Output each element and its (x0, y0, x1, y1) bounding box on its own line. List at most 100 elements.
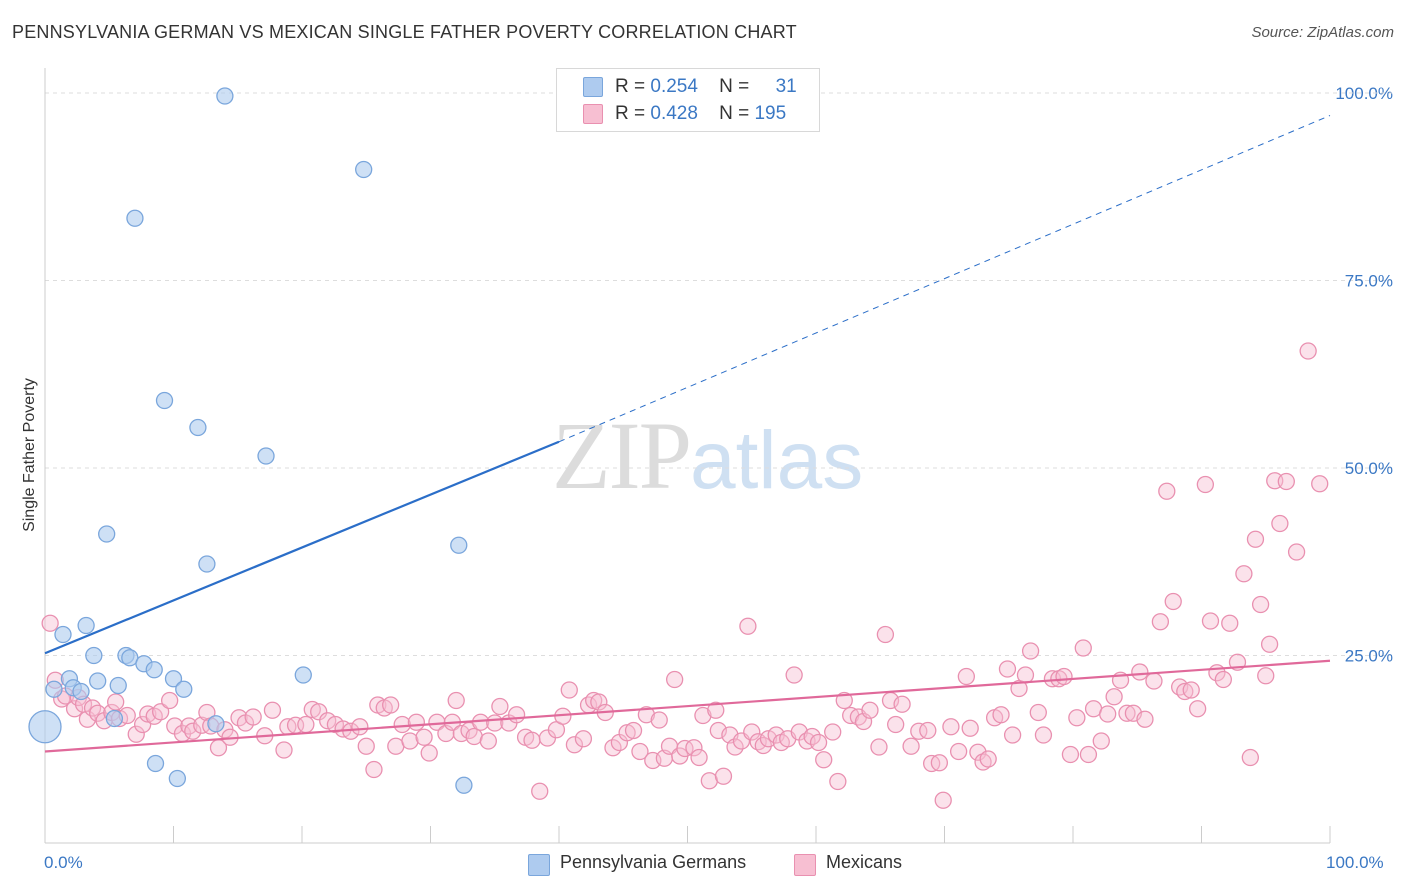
mexican-point (263, 701, 282, 719)
mexican-point (957, 667, 975, 686)
pennsylvania-german-point (450, 536, 468, 554)
mexican-point (491, 697, 509, 716)
mexican-point (870, 738, 888, 756)
x-tick-label-max: 100.0% (1326, 853, 1384, 872)
mexican-point (979, 750, 997, 768)
pennsylvania-german-trendline-extension (558, 115, 1331, 443)
mexican-point (1118, 704, 1136, 722)
mexican-point (650, 711, 668, 729)
mexican-point (134, 715, 152, 734)
mexican-point (297, 715, 315, 734)
mexican-point (415, 728, 433, 746)
mexican-point (479, 732, 497, 750)
mexican-point (1131, 663, 1149, 681)
watermark-atlas: atlas (690, 415, 864, 506)
mexican-point (1311, 475, 1329, 493)
mexican-point (1029, 703, 1047, 722)
mexican-point (714, 767, 733, 785)
mexican-point (531, 782, 549, 800)
mexican-point (382, 696, 400, 714)
pennsylvania-german-point (168, 769, 187, 788)
mexican-point (184, 722, 202, 740)
mexican-point (1201, 612, 1220, 630)
mexican-point (930, 754, 949, 772)
mexican-point (507, 706, 526, 724)
bottom-legend-label: Pennsylvania Germans (560, 852, 747, 872)
mexican-point (961, 719, 979, 737)
mexican-point (829, 772, 847, 791)
mexican-point (590, 693, 608, 711)
mexican-point (1287, 543, 1306, 561)
mexican-point (861, 701, 879, 719)
y-tick-label: 50.0% (1345, 459, 1393, 478)
x-tick-label-min: 0.0% (44, 853, 83, 872)
watermark-zip: ZIP (552, 402, 692, 509)
mexican-point (365, 760, 383, 779)
mexican-point (78, 710, 97, 728)
mexican-point (919, 721, 937, 740)
y-tick-label: 25.0% (1345, 647, 1393, 666)
mexican-point (835, 691, 853, 710)
mexican-point (351, 718, 369, 736)
pennsylvania-german-point (77, 616, 95, 635)
pennsylvania-german-point (145, 661, 163, 679)
pennsylvania-german-point (155, 391, 174, 410)
mexican-point (992, 706, 1010, 724)
legend-n-value: 31 (775, 76, 797, 97)
mexican-point (1145, 672, 1163, 690)
pennsylvania-german-point (54, 625, 72, 644)
chart-source: Source: ZipAtlas.com (1251, 24, 1394, 41)
mexican-point (666, 670, 684, 689)
mexican-point (743, 723, 761, 741)
mexican-point (160, 691, 179, 710)
pennsylvania-german-point (455, 776, 473, 794)
mexican-point (1251, 595, 1270, 614)
mexican-point (1092, 732, 1110, 750)
mexican-point (934, 791, 952, 809)
legend-n-value: 195 (754, 103, 787, 124)
mexican-point (1260, 635, 1279, 653)
mexican-point (624, 721, 643, 740)
pennsylvania-german-point (146, 754, 165, 773)
mexican-point (198, 703, 216, 722)
pennsylvania-german-point (216, 87, 234, 105)
mexican-point (887, 715, 905, 734)
mexican-point (1257, 667, 1275, 685)
bottom-legend-label: Mexicans (826, 852, 903, 872)
mexican-point (1277, 472, 1295, 491)
mexican-point (127, 725, 145, 743)
stats-legend: R = 0.254 N = 31 R = 0.428 N = 195 (556, 68, 820, 132)
legend-swatch-pink (583, 104, 603, 124)
mexican-point (244, 708, 262, 726)
pennsylvania-german-point (294, 666, 312, 684)
mexican-point (1196, 475, 1215, 494)
mexican-point (560, 681, 578, 699)
legend-n-label: N = (719, 103, 750, 124)
mexican-point (107, 693, 125, 711)
pennsylvania-german-point (28, 710, 62, 744)
watermark: ZIPatlas (552, 400, 863, 511)
mexican-trendline (44, 659, 1331, 753)
mexican-point (1246, 530, 1265, 548)
mexican-point (523, 731, 541, 749)
mexican-point (420, 744, 438, 762)
mexican-point (1068, 709, 1086, 727)
mexican-point (1016, 666, 1035, 684)
mexican-point (902, 737, 920, 755)
pennsylvania-german-point (109, 676, 127, 695)
pennsylvania-german-point (85, 646, 103, 665)
mexican-point (1158, 482, 1176, 500)
mexican-point (690, 748, 708, 767)
mexican-point (785, 666, 803, 684)
mexican-point (637, 706, 656, 724)
pennsylvania-german-trendline (44, 440, 560, 655)
mexican-point (1188, 700, 1207, 718)
pennsylvania-german-point (89, 672, 107, 690)
mexican-point (393, 715, 411, 734)
mexican-point (707, 701, 725, 719)
mexican-point (65, 700, 84, 718)
mexican-point (815, 751, 833, 769)
mexican-point (631, 742, 649, 761)
bottom-legend-swatch-blue (528, 854, 550, 876)
legend-r-value: 0.254 (650, 76, 698, 97)
